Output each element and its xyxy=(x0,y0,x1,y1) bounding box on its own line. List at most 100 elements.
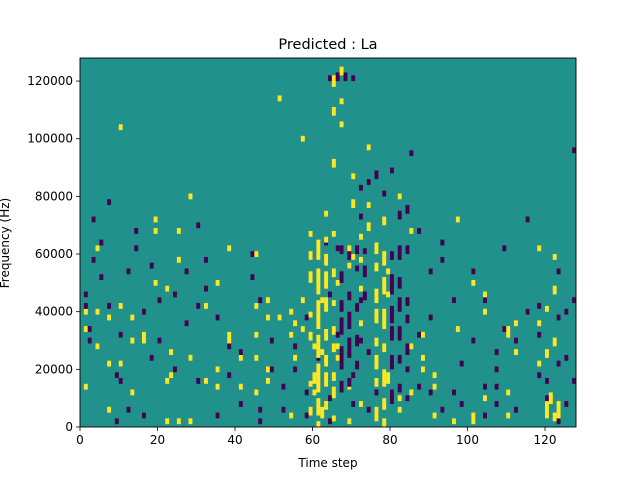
heatmap-cell xyxy=(556,418,561,425)
heatmap-cell xyxy=(153,216,158,223)
heatmap-cell xyxy=(390,354,394,370)
heatmap-cell xyxy=(390,389,394,404)
heatmap-cell xyxy=(347,251,352,260)
heatmap-cell xyxy=(351,254,356,260)
heatmap-cell xyxy=(572,297,577,304)
heatmap-cell xyxy=(537,360,542,367)
heatmap-cell xyxy=(355,265,360,272)
heatmap-cell xyxy=(142,308,146,315)
heatmap-cell xyxy=(335,343,340,350)
heatmap-cell xyxy=(118,331,123,338)
heatmap-cell xyxy=(188,193,193,200)
heatmap-cell xyxy=(506,389,511,396)
heatmap-cell xyxy=(339,380,344,393)
heatmap-cell xyxy=(494,349,499,355)
heatmap-cell xyxy=(397,326,402,341)
heatmap-cell xyxy=(405,343,410,355)
heatmap-cell xyxy=(382,418,387,428)
heatmap-cell xyxy=(572,377,577,384)
heatmap-cell xyxy=(316,334,321,358)
heatmap-cell xyxy=(545,377,549,384)
heatmap-cell xyxy=(331,343,336,353)
heatmap-cell xyxy=(130,314,135,321)
heatmap-cell xyxy=(95,245,100,252)
heatmap-cell xyxy=(153,228,158,234)
heatmap-cell xyxy=(514,349,518,355)
heatmap-cell xyxy=(545,401,549,419)
heatmap-cell xyxy=(351,372,356,379)
heatmap-cell xyxy=(324,372,329,387)
heatmap-cell xyxy=(347,386,352,390)
heatmap-cell xyxy=(324,254,329,266)
heatmap-cell xyxy=(374,262,379,272)
heatmap-cell xyxy=(494,401,499,407)
heatmap-cell xyxy=(331,415,336,422)
heatmap-cell xyxy=(366,202,371,208)
heatmap-cell xyxy=(250,251,255,257)
heatmap-cell xyxy=(293,320,298,327)
heatmap-cell xyxy=(374,337,379,347)
heatmap-cell xyxy=(254,331,259,338)
heatmap-cell xyxy=(316,421,321,428)
heatmap-cell xyxy=(359,184,363,191)
heatmap-cell xyxy=(390,167,394,174)
heatmap-cell xyxy=(126,406,131,413)
heatmap-cell xyxy=(316,398,321,416)
heatmap-cell xyxy=(502,326,507,332)
heatmap-cell xyxy=(165,377,170,384)
heatmap-cell xyxy=(405,297,410,306)
heatmap-cell xyxy=(339,98,344,105)
heatmap-cell xyxy=(351,199,356,208)
heatmap-cell xyxy=(545,349,549,358)
heatmap-cell xyxy=(351,401,356,407)
heatmap-cell xyxy=(308,251,313,260)
heatmap-cell xyxy=(250,274,255,281)
y-tick-label: 80000 xyxy=(35,189,73,203)
heatmap-cell xyxy=(258,406,263,413)
heatmap-cell xyxy=(459,401,464,407)
heatmap-cell xyxy=(537,303,542,309)
heatmap-cell xyxy=(331,372,336,381)
heatmap-cell xyxy=(471,337,476,344)
heatmap-cell xyxy=(455,326,460,332)
heatmap-cell xyxy=(324,328,329,341)
heatmap-cell xyxy=(397,297,402,312)
x-tick-label: 20 xyxy=(150,433,165,447)
heatmap-cell xyxy=(382,308,387,330)
heatmap-cell xyxy=(347,262,352,269)
heatmap-cell xyxy=(545,305,549,312)
heatmap-cell xyxy=(188,354,193,361)
heatmap-cell xyxy=(483,308,487,315)
heatmap-cell xyxy=(405,245,410,255)
heatmap-cell xyxy=(281,406,286,413)
heatmap-cell xyxy=(258,418,263,425)
heatmap-cell xyxy=(428,314,433,321)
heatmap-cell xyxy=(339,346,344,370)
heatmap-cell xyxy=(355,303,360,312)
heatmap-cell xyxy=(320,406,325,419)
x-tick-label: 100 xyxy=(456,433,479,447)
heatmap-cell xyxy=(254,251,259,257)
heatmap-cell xyxy=(552,285,557,295)
heatmap-cell xyxy=(452,418,456,425)
heatmap-cell xyxy=(277,314,282,321)
plot-area xyxy=(79,57,577,428)
heatmap-cell xyxy=(324,271,329,289)
heatmap-cell xyxy=(483,297,487,304)
heatmap-cell xyxy=(432,383,437,390)
heatmap-cell xyxy=(107,314,112,321)
heatmap-cell xyxy=(335,245,340,252)
heatmap-cell xyxy=(335,354,340,361)
heatmap-cell xyxy=(238,401,243,407)
heatmap-cell xyxy=(339,66,344,76)
heatmap-cell xyxy=(397,245,402,260)
heatmap-cell xyxy=(331,326,336,335)
heatmap-cell xyxy=(300,135,305,142)
heatmap-cell xyxy=(204,303,208,309)
heatmap-cell xyxy=(459,360,464,367)
heatmap-cell xyxy=(347,245,352,252)
heatmap-cell xyxy=(506,326,511,338)
heatmap-cell xyxy=(382,398,387,410)
heatmap-cell xyxy=(483,383,487,390)
heatmap-cell xyxy=(366,179,371,185)
